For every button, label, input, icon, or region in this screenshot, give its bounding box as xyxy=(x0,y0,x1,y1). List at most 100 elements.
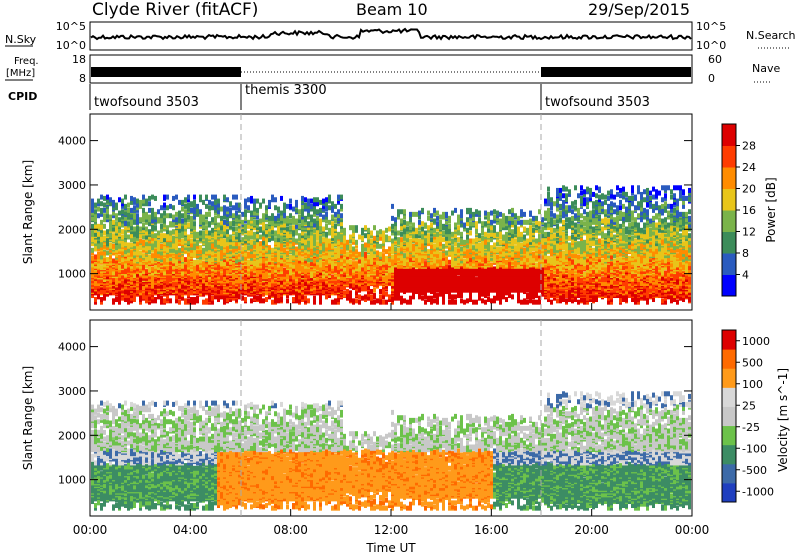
power-cell xyxy=(109,267,112,273)
power-cell xyxy=(214,218,217,224)
power-cell xyxy=(277,255,280,261)
power-cell xyxy=(217,251,220,257)
power-cell xyxy=(199,194,202,200)
power-cell xyxy=(307,274,310,280)
power-cell xyxy=(262,298,265,304)
power-cell xyxy=(331,266,334,272)
power-cell xyxy=(262,265,265,271)
power-cell xyxy=(313,233,316,239)
power-cell xyxy=(313,295,316,301)
power-cell xyxy=(427,265,430,271)
power-cell xyxy=(187,251,190,257)
power-cell xyxy=(427,235,430,241)
power-cell xyxy=(382,294,385,300)
power-cell xyxy=(91,273,94,279)
power-cell xyxy=(403,270,406,276)
power-cell xyxy=(397,295,400,301)
power-cell xyxy=(151,253,154,259)
power-cell xyxy=(283,227,286,233)
power-cell xyxy=(229,207,232,213)
power-cell xyxy=(334,211,337,217)
power-cell xyxy=(106,237,109,243)
power-cell xyxy=(412,265,415,271)
power-cell xyxy=(205,194,208,200)
power-cell xyxy=(418,225,421,231)
power-cell xyxy=(313,218,316,224)
power-cell xyxy=(184,229,187,235)
power-cell xyxy=(205,261,208,267)
power-cell xyxy=(220,251,223,257)
power-cell xyxy=(250,259,253,265)
power-cell xyxy=(109,242,112,248)
power-cell xyxy=(151,247,154,253)
power-cell xyxy=(310,257,313,263)
power-cell xyxy=(340,279,343,285)
power-cell xyxy=(313,239,316,245)
power-cell xyxy=(289,270,292,276)
power-cell xyxy=(166,241,169,247)
power-cell xyxy=(181,295,184,301)
power-cell xyxy=(148,294,151,300)
power-cell xyxy=(364,242,367,248)
power-cell xyxy=(412,233,415,239)
power-cell xyxy=(340,242,343,248)
power-cell xyxy=(298,223,301,229)
power-cell xyxy=(199,217,202,223)
power-cell xyxy=(97,251,100,257)
power-cell xyxy=(178,199,181,205)
power-cell xyxy=(160,254,163,260)
power-cell xyxy=(97,269,100,275)
power-cell xyxy=(151,294,154,300)
power-cell xyxy=(154,235,157,241)
power-cell xyxy=(289,229,292,235)
power-cell xyxy=(247,230,250,236)
power-cell xyxy=(196,295,199,301)
power-cell xyxy=(136,202,139,208)
power-cell xyxy=(295,269,298,275)
power-cell xyxy=(139,199,142,205)
power-cell xyxy=(433,234,436,240)
power-cell xyxy=(256,262,259,268)
power-cell xyxy=(388,297,391,303)
power-cell xyxy=(334,251,337,257)
power-cell xyxy=(367,242,370,248)
power-cell xyxy=(187,298,190,304)
power-cell xyxy=(91,293,94,299)
power-cell xyxy=(406,239,409,245)
power-cell xyxy=(277,206,280,212)
power-cell xyxy=(415,211,418,217)
power-cell xyxy=(250,242,253,248)
power-cell xyxy=(433,207,436,213)
power-cell xyxy=(388,273,391,279)
power-cell xyxy=(337,215,340,221)
power-cell xyxy=(244,223,247,229)
power-cell xyxy=(400,254,403,260)
power-cell xyxy=(196,211,199,217)
power-cell xyxy=(241,263,244,269)
power-cell xyxy=(211,205,214,211)
power-cell xyxy=(349,281,352,287)
power-cell xyxy=(325,218,328,224)
power-cell xyxy=(250,210,253,216)
power-cell xyxy=(343,242,346,248)
power-cell xyxy=(148,214,151,220)
power-cell xyxy=(193,251,196,257)
power-cell xyxy=(268,202,271,208)
power-cell xyxy=(154,250,157,256)
power-cell xyxy=(145,246,148,252)
power-cell xyxy=(250,298,253,304)
power-cell xyxy=(121,295,124,301)
power-cell xyxy=(238,235,241,241)
power-cell xyxy=(202,234,205,240)
power-cell xyxy=(142,213,145,219)
power-cell xyxy=(313,205,316,211)
power-cell xyxy=(262,213,265,219)
power-cell xyxy=(376,254,379,260)
power-cell xyxy=(199,262,202,268)
power-cell xyxy=(211,227,214,233)
power-cell xyxy=(370,294,373,300)
power-cell xyxy=(142,207,145,213)
power-cell xyxy=(91,215,94,221)
power-cell xyxy=(373,249,376,255)
power-cell xyxy=(148,229,151,235)
